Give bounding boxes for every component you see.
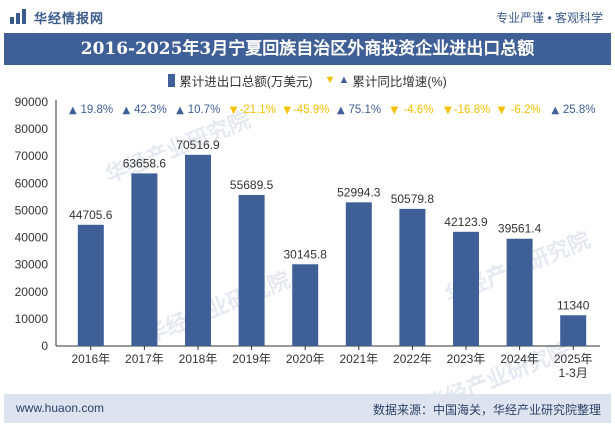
bar-value-label: 52994.3 [337,185,381,199]
y-tick-label: 60000 [15,176,49,190]
y-tick-label: 90000 [15,95,49,109]
legend-bar-swatch [168,73,176,87]
growth-label: 10.7% [188,104,221,116]
y-tick-label: 70000 [15,149,49,163]
legend-item-growth: ▼ ▲ 累计同比增速(%) [325,71,447,90]
x-tick-label: 2025年 [554,352,593,366]
bar [345,202,372,346]
legend-down-triangle-icon: ▼ [324,74,336,86]
brand-name: 华经情报网 [34,11,105,26]
tagline: 专业严谨 • 客观科学 [496,11,603,25]
bar-value-label: 42123.9 [444,215,488,229]
legend-up-triangle-icon: ▲ [338,74,350,86]
growth-label: 25.8% [563,104,596,116]
bar [506,238,533,346]
legend-growth-label: 累计同比增速(%) [352,74,447,89]
logo-icon [10,9,26,24]
bar-value-label: 70516.9 [176,138,220,152]
bar-value-label: 50579.8 [391,192,435,206]
growth-up-icon: ▲ [551,105,559,116]
growth-down-icon: ▼ [391,105,399,116]
growth-label: -45.9% [293,104,329,116]
growth-up-icon: ▲ [176,105,184,116]
x-tick-label: 2023年 [447,352,486,366]
growth-up-icon: ▲ [123,105,131,116]
x-tick-label: 2022年 [393,352,432,366]
growth-label: -4.6% [403,104,433,116]
growth-label: -21.1% [239,104,275,116]
x-tick-label: 2021年 [339,352,378,366]
x-tick-label: 2018年 [179,352,218,366]
footer: www.huaon.com 数据来源：中国海关，华经产业研究院整理 [4,394,611,423]
y-tick-label: 20000 [15,285,49,299]
bar-value-label: 55689.5 [230,178,274,192]
x-tick-label: 1-3月 [559,366,588,380]
bar [238,195,265,346]
footer-source: 数据来源：中国海关，华经产业研究院整理 [372,403,601,417]
growth-label: 19.8% [80,104,113,116]
y-tick-label: 80000 [15,122,49,136]
growth-down-icon: ▼ [498,105,506,116]
growth-up-icon: ▲ [337,105,345,116]
bar-value-label: 63658.6 [123,156,167,170]
top-bar: 华经情报网 专业严谨 • 客观科学 [0,0,615,32]
bar [77,224,104,346]
chart-title: 2016-2025年3月宁夏回族自治区外商投资企业进出口总额 [80,39,535,59]
y-tick-label: 10000 [15,312,49,326]
x-tick-label: 2024年 [500,352,539,366]
bar [453,231,479,346]
x-tick-label: 2019年 [232,352,271,366]
bar [185,154,211,346]
bar-value-label: 30145.8 [284,247,328,261]
growth-up-icon: ▲ [69,105,77,116]
chart-legend: 累计进出口总额(万美元) ▼ ▲ 累计同比增速(%) [0,70,615,90]
growth-down-icon: ▼ [283,105,291,116]
y-tick-label: 0 [41,339,48,353]
x-tick-label: 2016年 [71,352,110,366]
title-bar: 2016-2025年3月宁夏回族自治区外商投资企业进出口总额 [4,33,611,65]
growth-label: -6.2% [511,104,541,116]
bar [560,315,587,346]
growth-label: -16.8% [454,104,490,116]
bar [131,173,158,346]
y-tick-label: 40000 [15,231,49,245]
legend-item-total: 累计进出口总额(万美元) [168,71,313,90]
bar-value-label: 44705.6 [69,208,113,222]
bar-value-label: 11340 [557,298,590,312]
y-tick-label: 30000 [15,258,49,272]
growth-down-icon: ▼ [230,105,238,116]
growth-down-icon: ▼ [444,105,452,116]
footer-website: www.huaon.com [16,401,105,415]
bar-value-label: 39561.4 [498,222,542,236]
bar [399,208,426,346]
y-tick-label: 50000 [15,203,49,217]
x-tick-label: 2017年 [125,352,164,366]
growth-label: 75.1% [348,104,381,116]
legend-bar-label: 累计进出口总额(万美元) [179,74,313,89]
bar [292,264,319,346]
growth-label: 42.3% [134,104,167,116]
x-tick-label: 2020年 [286,352,325,366]
